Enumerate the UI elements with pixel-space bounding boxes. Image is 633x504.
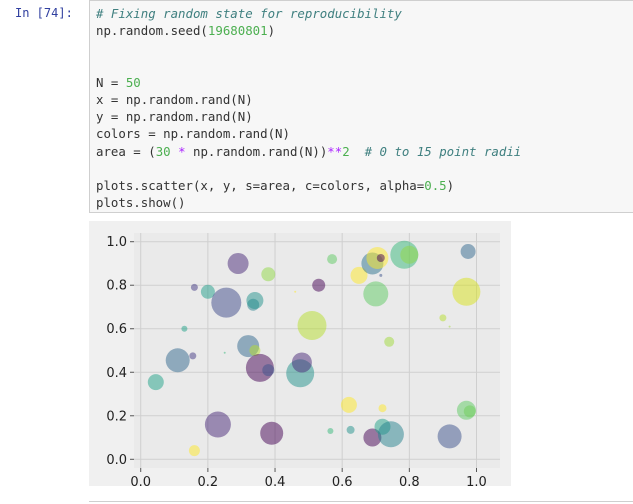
scatter-point <box>246 292 264 309</box>
scatter-point <box>340 396 357 413</box>
scatter-point <box>437 424 462 449</box>
scatter-point <box>189 352 197 360</box>
scatter-point <box>147 374 164 391</box>
scatter-point <box>211 287 242 318</box>
scatter-point <box>262 364 275 377</box>
scatter-point <box>165 348 190 373</box>
y-tick-label: 0.8 <box>106 279 127 294</box>
code-line: np.random.seed(19680801) <box>96 23 275 38</box>
code-line: x = np.random.rand(N) <box>96 92 253 107</box>
scatter-point <box>204 411 231 438</box>
scatter-point <box>346 425 355 434</box>
y-tick-label: 0.2 <box>106 409 127 424</box>
code-token: y = np.random.rand(N) <box>96 109 253 125</box>
code-line: # Fixing random state for reproducibilit… <box>96 6 402 21</box>
x-tick-label: 1.0 <box>466 475 487 486</box>
scatter-point <box>378 404 387 413</box>
plot-area <box>134 233 500 468</box>
code-line: y = np.random.rand(N) <box>96 109 253 124</box>
scatter-point <box>384 336 395 347</box>
code-token: 30 <box>155 143 171 159</box>
scatter-point <box>439 314 447 322</box>
y-tick-label: 1.0 <box>106 235 127 250</box>
code-token: 2 <box>342 143 350 159</box>
x-tick-label: 0.4 <box>265 475 286 486</box>
code-token: 0.5 <box>424 178 447 194</box>
scatter-point <box>223 351 226 354</box>
y-tick-label: 0.4 <box>106 366 127 381</box>
scatter-point <box>379 273 383 277</box>
scatter-chart: 0.0 0.2 0.4 0.6 0.8 1.0 0.0 0.2 0.4 0.6 0.8 1.0 <box>89 221 511 490</box>
scatter-point <box>190 283 198 291</box>
scatter-point <box>400 245 419 264</box>
scatter-point <box>312 278 326 292</box>
scatter-point <box>188 445 200 457</box>
x-tick-label: 0.8 <box>399 475 420 486</box>
y-tick-label: 0.6 <box>106 322 127 337</box>
scatter-point <box>452 277 481 306</box>
code-editor[interactable]: # Fixing random state for reproducibilit… <box>96 5 521 211</box>
code-token: np.random.rand(N)) <box>185 143 328 159</box>
scatter-point <box>376 254 385 262</box>
data-points <box>147 240 481 457</box>
scatter-point <box>377 421 404 448</box>
code-line: plots.show() <box>96 195 186 210</box>
scatter-point <box>363 428 382 447</box>
scatter-point <box>260 421 284 445</box>
code-token: 50 <box>125 74 141 90</box>
x-tick-label: 0.2 <box>198 475 219 486</box>
x-tick-label: 0.0 <box>130 475 151 486</box>
scatter-point <box>181 325 188 332</box>
x-tick-label: 0.6 <box>332 475 353 486</box>
scatter-point <box>463 405 476 418</box>
code-token: ) <box>446 178 455 194</box>
scatter-point <box>261 267 276 282</box>
code-token: * <box>178 143 186 159</box>
code-token: colors = np.random.rand(N) <box>96 126 290 142</box>
code-token <box>171 144 178 159</box>
code-token <box>350 144 365 159</box>
code-token: N = <box>96 74 126 90</box>
code-token: plots.show() <box>96 195 186 211</box>
code-token: 19680801 <box>207 23 268 39</box>
y-tick-label: 0.0 <box>106 453 127 468</box>
code-token: plots.scatter(x, y, s=area, c=colors, al… <box>96 178 425 194</box>
code-line: N = 50 <box>96 75 141 90</box>
scatter-point <box>200 284 215 299</box>
cell-prompt: In [74]: <box>15 6 73 20</box>
scatter-point <box>350 266 368 284</box>
code-cell-input[interactable]: # Fixing random state for reproducibilit… <box>89 0 633 213</box>
scatter-point <box>460 244 476 259</box>
scatter-point <box>249 345 261 356</box>
scatter-point <box>294 290 297 293</box>
scatter-point <box>327 428 334 434</box>
scatter-point <box>448 325 451 328</box>
scatter-point <box>291 352 312 373</box>
code-token: x = np.random.rand(N) <box>96 92 253 108</box>
scatter-point <box>227 253 249 274</box>
code-token: area = ( <box>96 143 156 159</box>
code-line: plots.scatter(x, y, s=area, c=colors, al… <box>96 178 454 193</box>
code-token: # Fixing random state for reproducibilit… <box>96 6 402 21</box>
scatter-point <box>327 254 338 265</box>
code-token: # 0 to 15 point radii <box>364 143 522 159</box>
scatter-point <box>363 281 389 307</box>
code-line: area = (30 * np.random.rand(N))**2 # 0 t… <box>96 144 521 159</box>
code-token: np.random.seed( <box>96 23 208 39</box>
scatter-point <box>297 311 327 340</box>
code-token: ) <box>267 23 276 39</box>
code-token: ** <box>327 143 343 159</box>
cell-output: 0.0 0.2 0.4 0.6 0.8 1.0 0.0 0.2 0.4 0.6 0.8 1.0 <box>89 221 511 490</box>
cell-bottom-divider <box>89 501 633 502</box>
code-line: colors = np.random.rand(N) <box>96 126 290 141</box>
